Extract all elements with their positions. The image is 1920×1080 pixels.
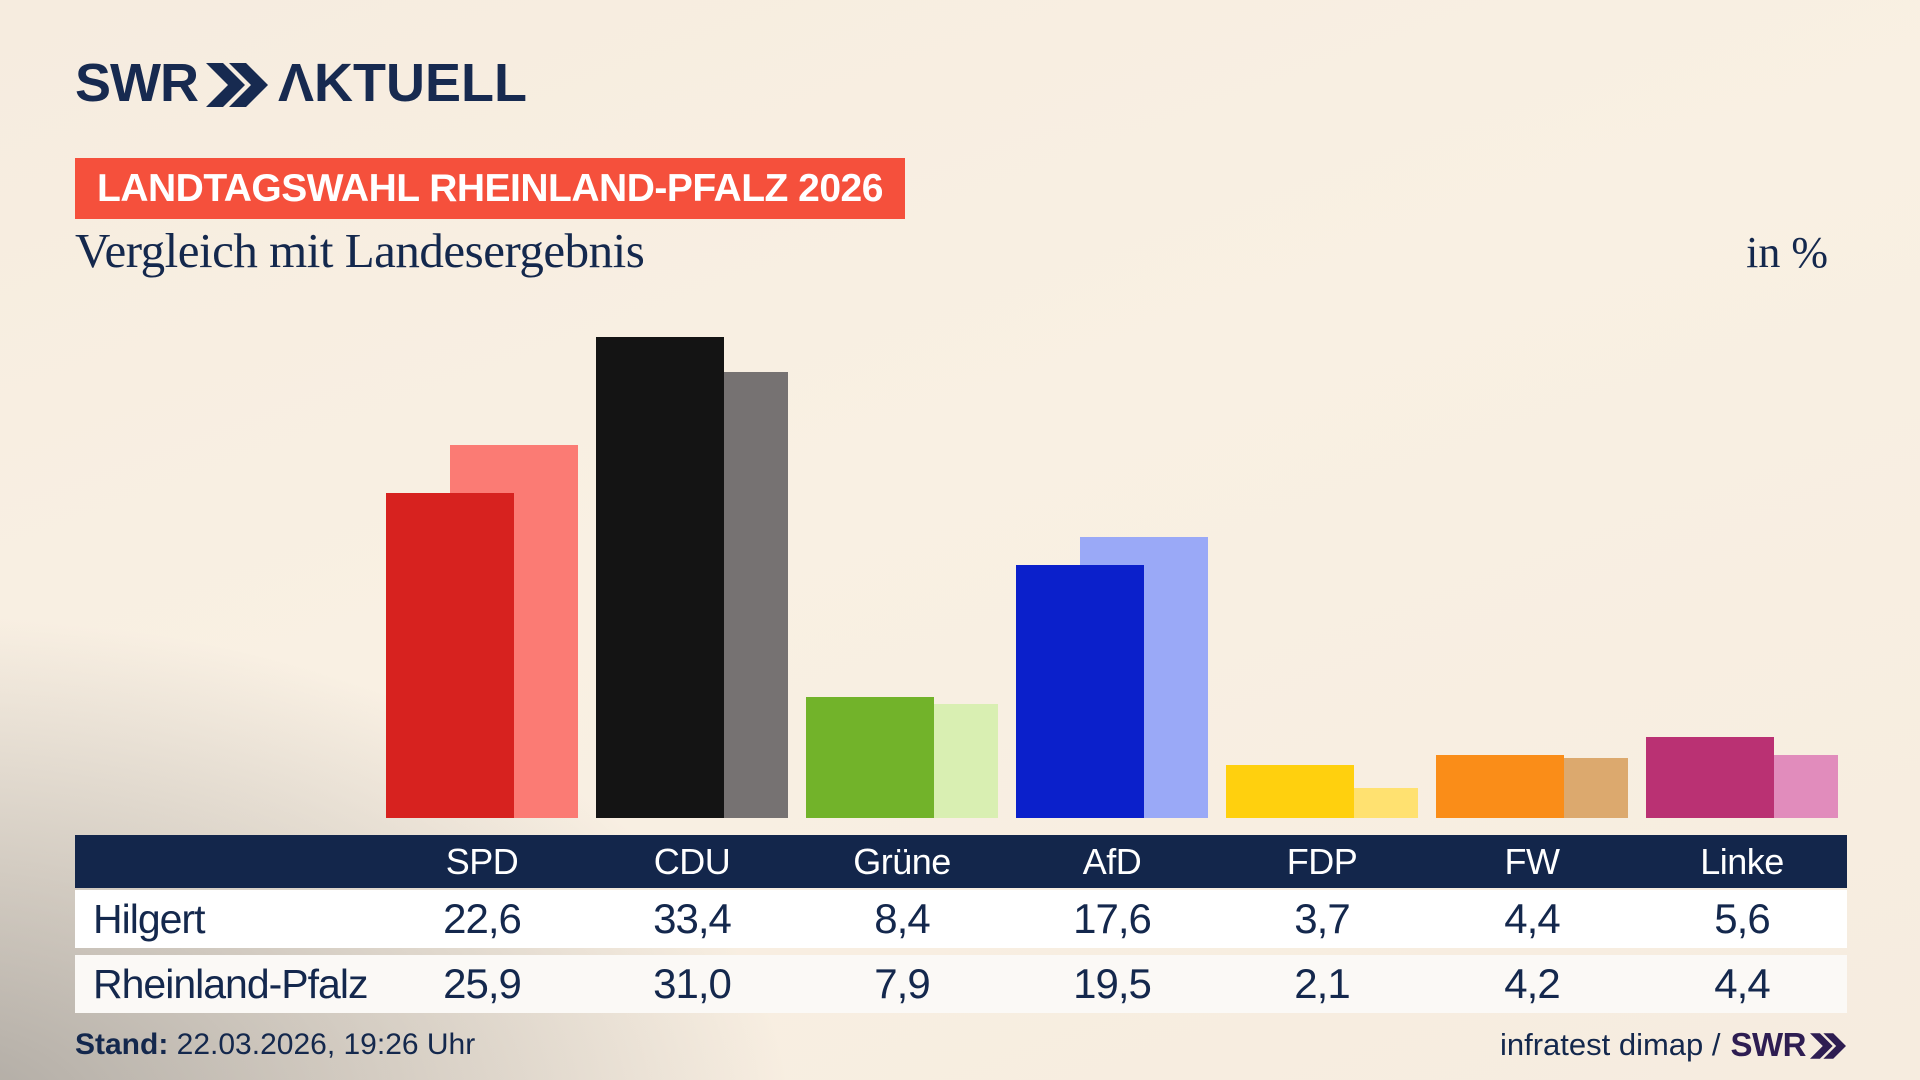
- column-header-spd: SPD: [445, 840, 519, 882]
- source-swr-text: SWR: [1730, 1026, 1807, 1063]
- footer: Stand: 22.03.2026, 19:26 Uhr infratest d…: [75, 1026, 1846, 1064]
- bar-afd-hilgert: [1016, 565, 1144, 818]
- election-badge: LANDTAGSWAHL RHEINLAND-PFALZ 2026: [75, 158, 905, 219]
- table-header-row: SPD CDU Grüne AfD FDP FW Linke: [75, 835, 1847, 888]
- table-row-rheinland-pfalz: Rheinland-Pfalz 25,9 31,0 7,9 19,5 2,1 4,2 4,4: [75, 955, 1847, 1013]
- source-swr-logo: SWR: [1730, 1026, 1846, 1064]
- bar-spd-hilgert: [386, 493, 514, 818]
- column-header-grüne: Grüne: [853, 840, 951, 882]
- value-spd: 25,9: [443, 960, 522, 1007]
- value-cdu: 33,4: [653, 895, 732, 942]
- value-afd: 17,6: [1073, 895, 1152, 942]
- value-afd: 19,5: [1073, 960, 1152, 1007]
- source-text: infratest dimap /: [1499, 1027, 1721, 1062]
- bar-fw-hilgert: [1436, 755, 1564, 818]
- aktuell-logo-text: ΛKTUELL: [277, 53, 527, 113]
- swr-aktuell-logo: SWR ΛKTUELL: [75, 56, 527, 110]
- value-grüne: 7,9: [874, 960, 930, 1007]
- value-fw: 4,2: [1504, 960, 1560, 1007]
- row-label: Hilgert: [93, 895, 205, 942]
- stand-label: Stand:: [75, 1028, 169, 1061]
- bar-fdp-hilgert: [1226, 765, 1354, 818]
- source-attribution: infratest dimap / SWR: [1500, 1026, 1846, 1064]
- unit-label: in %: [1746, 228, 1828, 277]
- table-row-hilgert: Hilgert 22,6 33,4 8,4 17,6 3,7 4,4 5,6: [75, 890, 1847, 948]
- value-spd: 22,6: [443, 895, 522, 942]
- double-chevron-icon: [1810, 1033, 1846, 1059]
- value-fw: 4,4: [1504, 895, 1560, 942]
- column-header-linke: Linke: [1700, 840, 1784, 882]
- page-title: Vergleich mit Landesergebnis: [75, 223, 645, 278]
- column-header-fw: FW: [1504, 840, 1560, 882]
- column-header-cdu: CDU: [653, 840, 731, 882]
- value-cdu: 31,0: [653, 960, 732, 1007]
- value-fdp: 2,1: [1294, 960, 1350, 1007]
- result-table: SPD CDU Grüne AfD FDP FW Linke Hilgert 22,6 33,…: [75, 835, 1847, 1013]
- value-fdp: 3,7: [1294, 895, 1350, 942]
- value-linke: 4,4: [1714, 960, 1770, 1007]
- double-chevron-icon: [205, 63, 268, 107]
- row-label: Rheinland-Pfalz: [93, 960, 368, 1007]
- column-header-afd: AfD: [1082, 840, 1142, 882]
- stand-value: 22.03.2026, 19:26 Uhr: [176, 1028, 476, 1061]
- bar-grüne-hilgert: [806, 697, 934, 818]
- value-linke: 5,6: [1714, 895, 1770, 942]
- bar-linke-hilgert: [1646, 737, 1774, 818]
- column-header-fdp: FDP: [1286, 840, 1358, 882]
- stand-timestamp: Stand: 22.03.2026, 19:26 Uhr: [75, 1028, 475, 1062]
- title-row: Vergleich mit Landesergebnis in %: [75, 222, 1828, 279]
- bar-cdu-hilgert: [596, 337, 724, 818]
- value-grüne: 8,4: [874, 895, 930, 942]
- swr-logo-text: SWR: [75, 53, 199, 113]
